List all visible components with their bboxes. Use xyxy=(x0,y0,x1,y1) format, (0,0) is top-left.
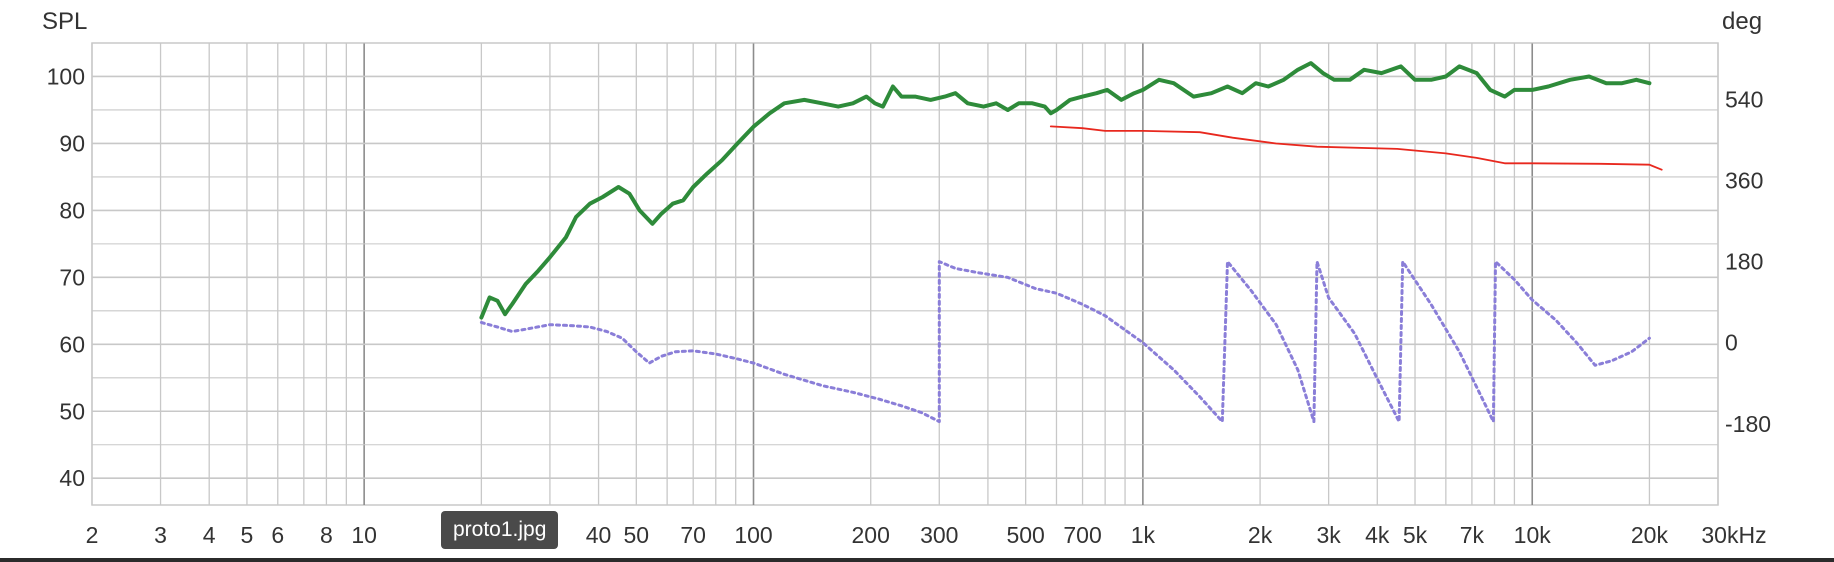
phase-tick-labels: 540 360 180 0 -180 xyxy=(1725,86,1771,437)
x-tick-label: 4k xyxy=(1365,522,1390,548)
x-tick-label: 5k xyxy=(1403,522,1428,548)
x-tick-label: 1k xyxy=(1131,522,1156,548)
x-tick-label: 4 xyxy=(203,522,216,548)
phase-tick-label: 540 xyxy=(1725,86,1763,112)
x-tick-label: 40 xyxy=(586,522,612,548)
phase-curve-red xyxy=(1049,125,1663,171)
spl-tick-label: 90 xyxy=(59,130,85,156)
spl-tick-label: 40 xyxy=(59,465,85,491)
x-tick-label: 3 xyxy=(154,522,167,548)
x-tick-label: 700 xyxy=(1063,522,1101,548)
x-tick-label: 100 xyxy=(734,522,772,548)
x-tick-label: 6 xyxy=(271,522,284,548)
x-tick-label: 300 xyxy=(920,522,958,548)
x-tick-label: 3k xyxy=(1316,522,1341,548)
x-tick-label: 200 xyxy=(852,522,890,548)
x-tick-label: 2 xyxy=(86,522,99,548)
series-lines xyxy=(479,61,1663,424)
x-tick-label: 20k xyxy=(1631,522,1669,548)
spl-tick-label: 100 xyxy=(47,63,85,89)
phase-curve-dotted xyxy=(479,260,1651,424)
x-tick-label: 2k xyxy=(1248,522,1273,548)
bottom-edge-bar xyxy=(0,558,1834,562)
x-tick-label: 50 xyxy=(624,522,650,548)
spl-tick-label: 80 xyxy=(59,197,85,223)
x-tick-label: 7k xyxy=(1460,522,1485,548)
phase-tick-label: 180 xyxy=(1725,249,1763,275)
phase-tick-label: 0 xyxy=(1725,330,1738,356)
spl-tick-label: 50 xyxy=(59,398,85,424)
plot-frame xyxy=(91,42,1719,506)
spl-tick-labels: 40 50 60 70 80 90 100 xyxy=(47,63,85,491)
file-tooltip: proto1.jpg xyxy=(441,511,559,549)
x-tick-labels: 2 3 4 5 6 8 10 40 50 70 100 200 300 500 700 1k 2k 3k 4k 5k 7… xyxy=(86,522,1767,548)
x-tick-label: 10 xyxy=(351,522,377,548)
phase-tick-label: 360 xyxy=(1725,167,1763,193)
spl-curve xyxy=(479,61,1652,320)
x-tick-label: 5 xyxy=(241,522,254,548)
x-tick-label: 30kHz xyxy=(1701,522,1766,548)
x-tick-label: 500 xyxy=(1006,522,1044,548)
x-tick-label: 8 xyxy=(320,522,333,548)
spl-tick-label: 60 xyxy=(59,331,85,357)
spl-axis-label: SPL xyxy=(42,8,87,35)
grid xyxy=(91,42,1719,506)
phase-tick-label: -180 xyxy=(1725,411,1771,437)
x-tick-label: 70 xyxy=(680,522,706,548)
spl-tick-label: 70 xyxy=(59,264,85,290)
phase-axis-label: deg xyxy=(1722,8,1762,35)
x-tick-label: 10k xyxy=(1514,522,1552,548)
